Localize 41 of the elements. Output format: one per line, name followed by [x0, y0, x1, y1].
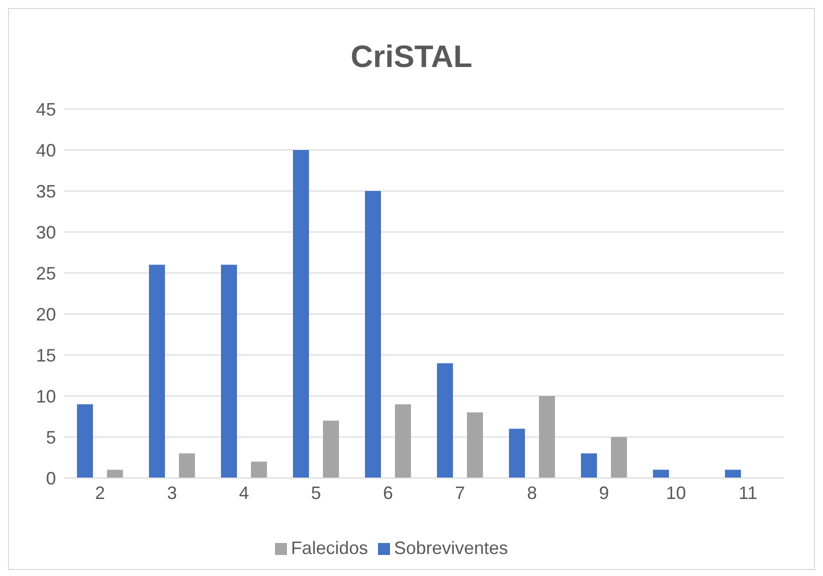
bar	[364, 191, 381, 478]
x-tick-label: 10	[666, 482, 686, 503]
bar	[220, 264, 237, 478]
x-tick-label: 6	[382, 482, 394, 503]
bar	[394, 404, 411, 478]
legend-label: Sobreviventes	[394, 538, 508, 558]
y-tick-label: 30	[36, 222, 56, 242]
bar	[322, 420, 339, 478]
bar	[76, 404, 93, 478]
y-tick-label: 25	[36, 263, 56, 284]
x-tick-label: 2	[94, 482, 106, 503]
x-tick-label: 7	[454, 482, 466, 503]
y-tick-label: 0	[46, 468, 56, 488]
y-tick-label: 15	[36, 345, 56, 366]
bar	[106, 470, 123, 478]
y-tick-label: 45	[36, 99, 56, 120]
bar	[292, 150, 309, 478]
legend-label: Falecidos	[290, 538, 368, 558]
bar	[580, 453, 597, 478]
x-tick-label: 5	[310, 482, 322, 503]
x-tick-label: 11	[738, 482, 758, 503]
y-tick-label: 40	[36, 140, 56, 160]
chart-title: CriSTAL	[350, 39, 474, 76]
bar	[436, 363, 453, 478]
y-tick-label: 35	[36, 181, 56, 202]
x-tick-label: 9	[598, 482, 610, 503]
bar	[148, 264, 165, 478]
x-tick-label: 4	[238, 482, 250, 503]
bar	[652, 470, 669, 478]
bar	[538, 396, 555, 478]
bar	[508, 428, 525, 478]
x-tick-label: 8	[526, 482, 538, 503]
bar	[724, 470, 741, 478]
y-tick-label: 20	[36, 304, 56, 324]
bar	[466, 412, 483, 478]
bar	[250, 462, 267, 478]
bar	[178, 453, 195, 478]
y-tick-label: 5	[46, 427, 56, 448]
x-tick-label: 3	[166, 482, 178, 503]
y-tick-label: 10	[36, 386, 56, 406]
bar	[610, 437, 627, 478]
